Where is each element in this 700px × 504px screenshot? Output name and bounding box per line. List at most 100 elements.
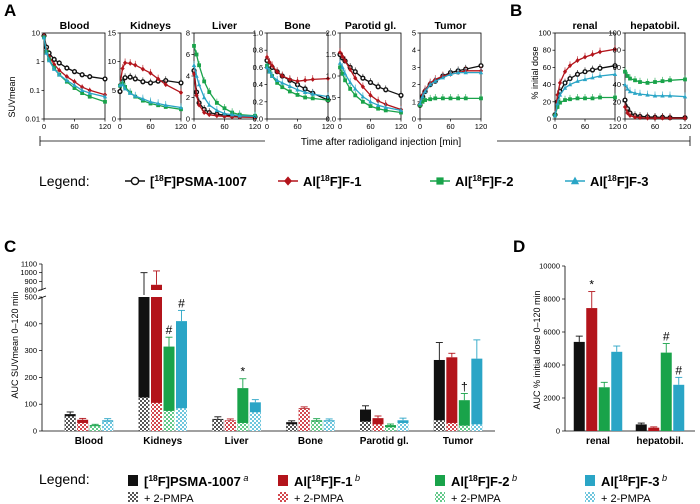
axis-break-mark: [37, 295, 47, 300]
data-point: [399, 110, 403, 115]
data-point: [348, 87, 353, 91]
x-tick-label: 0: [553, 122, 557, 131]
y-tick-label: 0: [33, 427, 37, 436]
subplot-title: Kidneys: [130, 20, 171, 32]
series-line: [193, 65, 256, 117]
data-point: [117, 88, 123, 95]
bar: [138, 297, 150, 431]
data-point: [582, 77, 588, 82]
series-line: [624, 106, 685, 119]
data-point: [652, 115, 658, 121]
bar: [660, 352, 672, 431]
x-tick-label: 0: [623, 122, 627, 131]
subplot-frame: [266, 32, 329, 120]
data-point: [148, 101, 153, 106]
data-point: [375, 84, 381, 90]
legend-top-text: Al[18F]F-2: [455, 173, 514, 189]
legend-blocking-text: + 2-PMPA: [144, 493, 194, 504]
y-tick-label: 1: [412, 97, 416, 106]
bar-blocked: [446, 422, 458, 431]
data-point: [120, 82, 125, 87]
data-point: [368, 99, 373, 104]
legend-bottom-text: [18F]PSMA-1007 a: [144, 473, 248, 489]
data-point: [287, 76, 292, 82]
legend-hatch-swatch: [278, 492, 288, 502]
data-point: [562, 69, 568, 75]
x-tick-label: 0: [418, 122, 422, 131]
x-tick-label: 120: [99, 122, 112, 131]
data-point: [653, 80, 657, 84]
data-point: [148, 99, 153, 104]
data-point: [196, 102, 202, 108]
data-point: [71, 69, 78, 75]
data-point: [645, 115, 650, 121]
y-tick-label: 20: [613, 97, 621, 106]
bar-blocked: [249, 412, 261, 431]
series-line: [266, 67, 329, 98]
series-line: [119, 62, 182, 94]
legend-top-text: Al[18F]F-1: [303, 173, 362, 189]
data-point: [423, 98, 427, 102]
data-point: [120, 66, 125, 72]
data-point: [214, 108, 220, 113]
y-tick-label: 8: [186, 29, 190, 38]
data-point: [147, 80, 154, 86]
data-point: [102, 94, 108, 99]
y-tick-label: 0: [617, 115, 621, 124]
data-point: [590, 75, 595, 80]
bar-blocked: [360, 421, 371, 431]
series-line: [554, 65, 616, 115]
data-point: [590, 96, 595, 101]
bar-blocked: [286, 424, 298, 431]
data-point: [360, 99, 365, 104]
axis-break-mark: [37, 287, 47, 292]
significance-mark: #: [166, 323, 173, 337]
data-point: [295, 93, 300, 97]
panel-b-line-charts: renal 0 20 40 60 80 100 0 60 120 hepatobil. 0 20 40 60…: [538, 20, 691, 131]
data-point: [627, 113, 633, 119]
data-point: [337, 60, 343, 65]
y-tick-label: 60: [543, 63, 551, 72]
data-point: [637, 91, 643, 96]
data-point: [667, 93, 673, 98]
data-point: [557, 92, 563, 97]
x-tick-label: 120: [175, 122, 188, 131]
y-tick-label: 2.0: [326, 29, 336, 38]
data-point: [57, 72, 62, 77]
data-point: [563, 98, 567, 102]
data-point: [287, 89, 292, 94]
data-point: [44, 50, 49, 55]
data-point: [41, 35, 47, 40]
data-point: [478, 70, 484, 75]
data-point: [122, 86, 128, 91]
x-tick-label: 60: [581, 122, 589, 131]
bar-blocked: [163, 410, 175, 431]
data-point: [652, 93, 658, 98]
data-point: [64, 78, 70, 83]
x-tick-label: 60: [366, 122, 374, 131]
data-point: [479, 96, 483, 101]
panel-d-ylabel: AUC % initial dose 0–120 min: [532, 290, 542, 409]
data-point: [295, 78, 300, 84]
x-tick-label: 0: [118, 122, 122, 131]
x-tick-label: 0: [338, 122, 342, 131]
subplot-parotid-gl-: Parotid gl. 0.0 0.5 1.0 1.5 2.0 0 60 120: [326, 20, 408, 131]
data-point: [275, 69, 280, 75]
data-point: [340, 71, 345, 76]
subplot-title: Parotid gl.: [345, 20, 396, 32]
data-point: [310, 91, 315, 96]
legend-swatch: [585, 475, 595, 486]
bar: [237, 388, 249, 431]
data-point: [140, 79, 146, 85]
data-point: [163, 105, 168, 109]
data-point: [325, 94, 331, 99]
y-tick-label: 2: [186, 93, 190, 102]
data-point: [463, 96, 468, 101]
data-point: [417, 101, 423, 106]
legend-top-entry: [18F]PSMA-1007: [125, 173, 247, 189]
data-point: [645, 92, 650, 97]
data-point: [567, 82, 573, 87]
category-label: Liver: [225, 436, 249, 447]
time-axis-label: Time after radioligand injection [min]: [301, 137, 461, 148]
data-point: [264, 65, 270, 70]
